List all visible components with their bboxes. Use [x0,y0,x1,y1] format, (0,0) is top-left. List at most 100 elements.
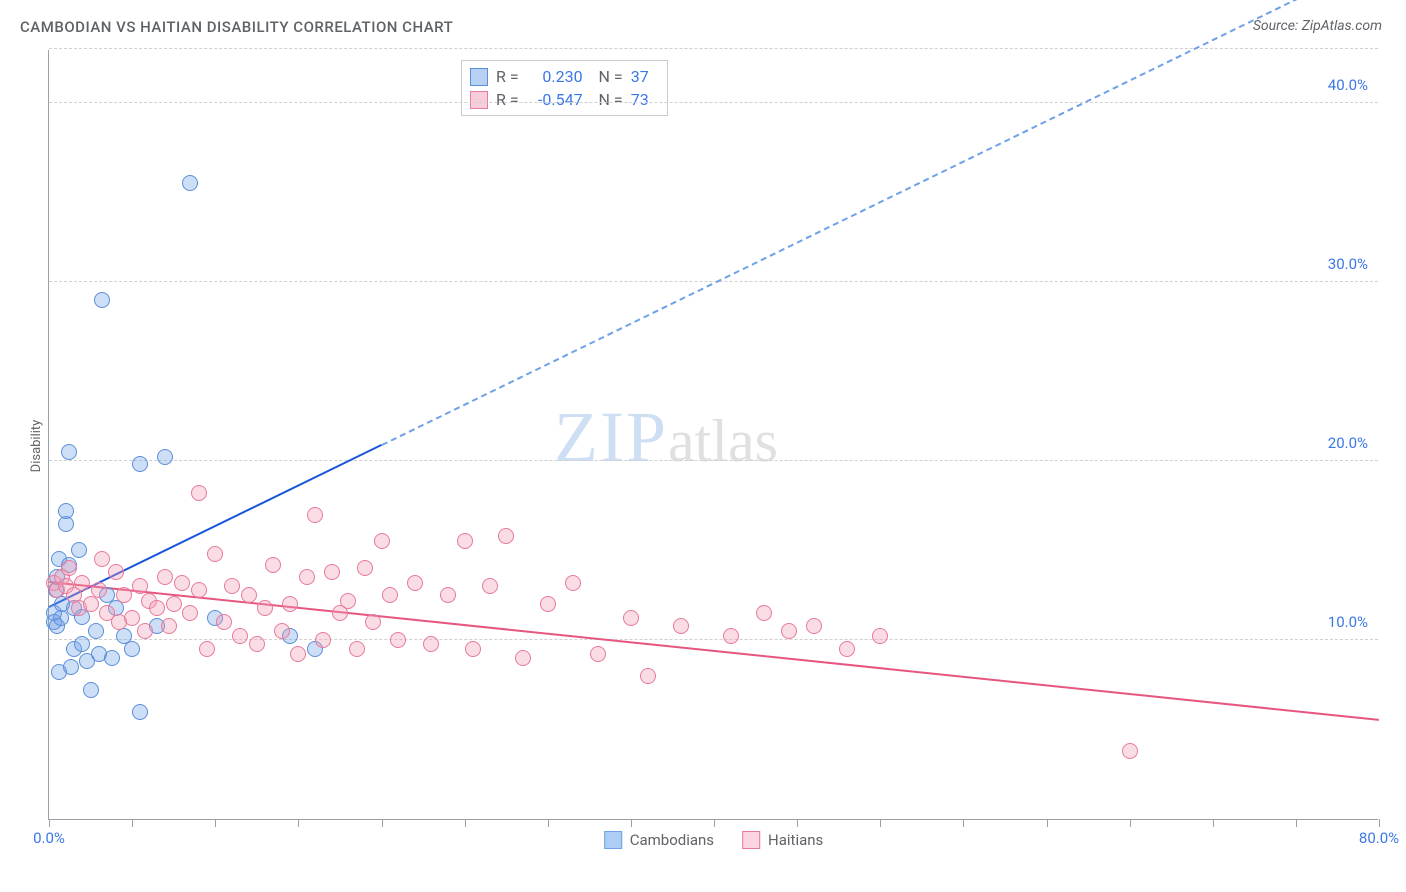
data-point [498,528,514,544]
data-point [324,564,340,580]
x-tick-label: 80.0% [1359,829,1399,847]
stat-label-r: R = [496,90,519,109]
x-tick [797,819,798,827]
data-point [623,610,639,626]
data-point [440,587,456,603]
x-tick [215,819,216,827]
data-point [781,623,797,639]
data-point [199,641,215,657]
series-swatch [470,91,488,109]
x-tick [963,819,964,827]
data-point [673,618,689,634]
data-point [540,596,556,612]
legend-item: Cambodians [604,831,714,849]
data-point [482,578,498,594]
data-point [124,610,140,626]
x-tick [298,819,299,827]
source-attribution: Source: ZipAtlas.com [1253,18,1382,34]
data-point [104,650,120,666]
watermark: ZIPatlas [554,396,778,479]
x-tick [382,819,383,827]
data-point [74,575,90,591]
data-point [91,582,107,598]
legend-label: Haitians [768,831,823,849]
data-point [357,560,373,576]
y-tick-label: 40.0% [1328,76,1368,94]
data-point [265,557,281,573]
data-point [61,560,77,576]
data-point [374,533,390,549]
stat-value-r: -0.547 [527,90,583,109]
x-tick [880,819,881,827]
gridline-h [49,48,1378,49]
data-point [274,623,290,639]
y-tick-label: 10.0% [1328,613,1368,631]
data-point [83,682,99,698]
data-point [224,578,240,594]
y-tick-label: 20.0% [1328,434,1368,452]
x-tick [49,819,50,827]
data-point [465,641,481,657]
data-point [58,503,74,519]
data-point [182,175,198,191]
chart-title: CAMBODIAN VS HAITIAN DISABILITY CORRELAT… [20,18,453,36]
data-point [315,632,331,648]
data-point [63,659,79,675]
stats-legend-box: R =0.230 N =37R =-0.547 N =73 [461,60,668,116]
data-point [149,600,165,616]
data-point [182,605,198,621]
y-axis-label: Disability [29,420,44,473]
data-point [257,600,273,616]
y-tick-label: 30.0% [1328,255,1368,273]
data-point [1122,743,1138,759]
data-point [340,593,356,609]
x-tick-label: 0.0% [33,829,65,847]
data-point [108,564,124,580]
data-point [166,596,182,612]
data-point [94,292,110,308]
watermark-zip: ZIP [554,397,668,477]
data-point [116,587,132,603]
legend-swatch [742,831,760,849]
series-swatch [470,68,488,86]
data-point [161,618,177,634]
data-point [88,623,104,639]
data-point [249,636,265,652]
stats-row: R =0.230 N =37 [470,65,659,88]
data-point [423,636,439,652]
legend-item: Haitians [742,831,823,849]
data-point [191,582,207,598]
data-point [232,628,248,644]
data-point [137,623,153,639]
x-tick [465,819,466,827]
stat-label-n: N = [591,67,623,86]
data-point [839,641,855,657]
data-point [216,614,232,630]
data-point [590,646,606,662]
data-point [756,605,772,621]
data-point [390,632,406,648]
gridline-h [49,460,1378,461]
data-point [290,646,306,662]
watermark-atlas: atlas [668,408,778,474]
data-point [124,641,140,657]
data-point [157,569,173,585]
x-tick [1296,819,1297,827]
x-tick [132,819,133,827]
data-point [723,628,739,644]
bottom-legend: Cambodians Haitians [604,831,824,849]
scatter-plot-area: ZIPatlas R =0.230 N =37R =-0.547 N =73 C… [48,50,1378,820]
data-point [806,618,822,634]
stat-value-n: 73 [631,90,659,109]
data-point [74,636,90,652]
data-point [207,546,223,562]
data-point [307,507,323,523]
stat-label-r: R = [496,67,519,86]
data-point [61,444,77,460]
data-point [565,575,581,591]
data-point [132,704,148,720]
x-tick [1130,819,1131,827]
data-point [71,542,87,558]
x-tick [631,819,632,827]
data-point [640,668,656,684]
